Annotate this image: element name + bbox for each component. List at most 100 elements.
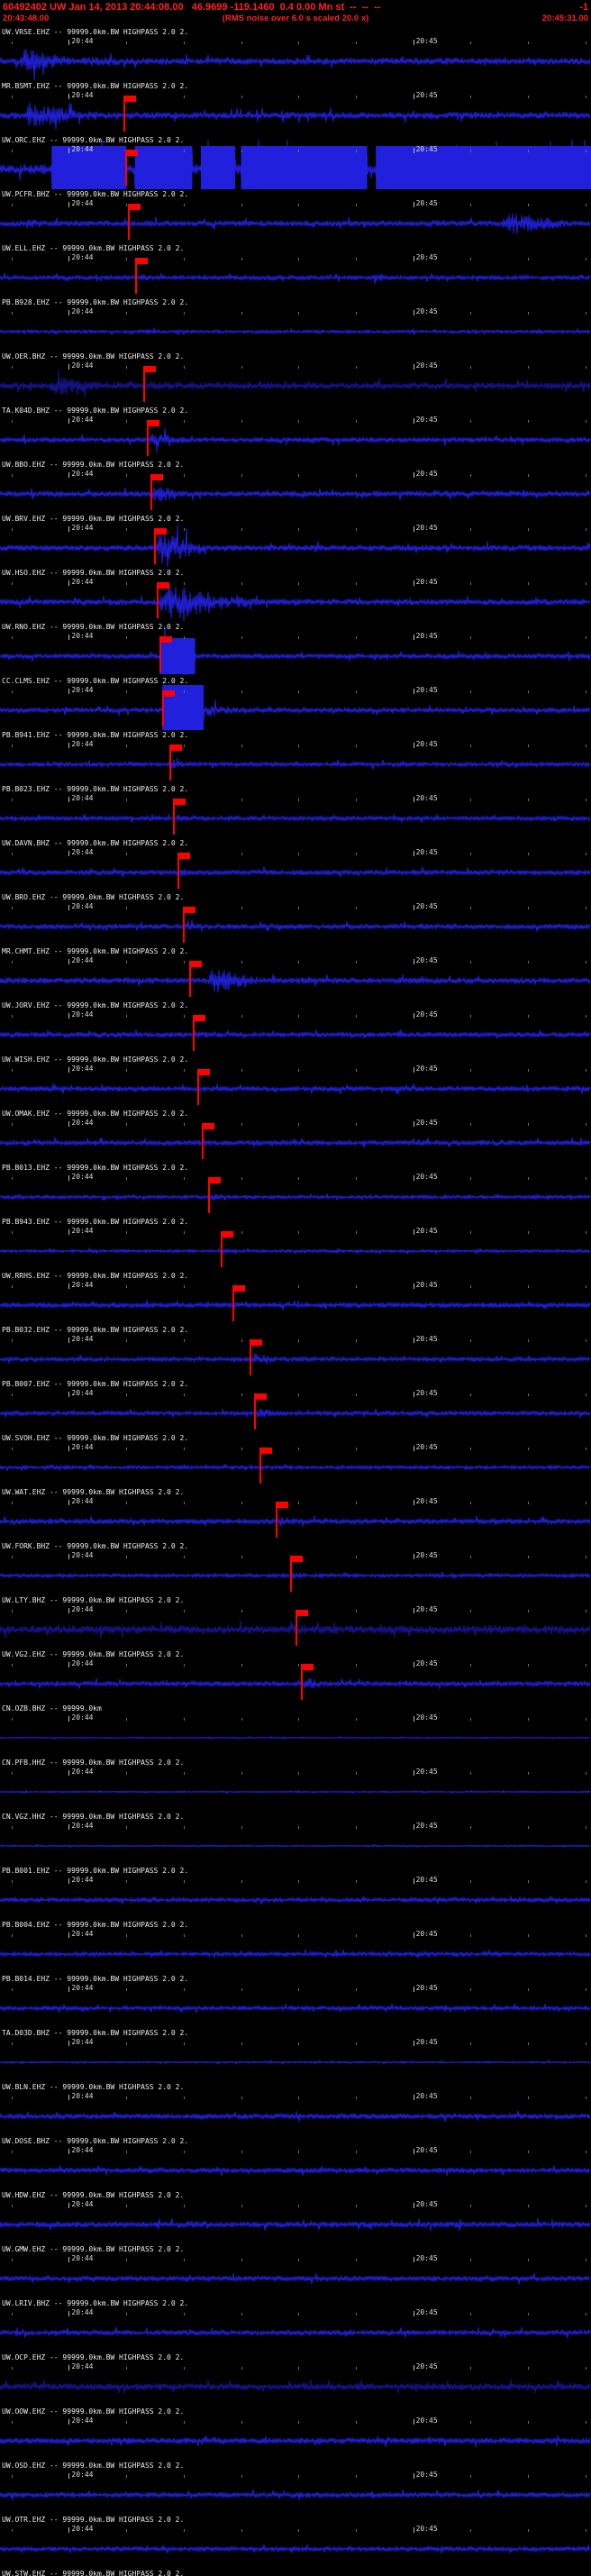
p-pick-marker[interactable] [259, 1448, 272, 1485]
trace-waveform[interactable] [0, 27, 591, 81]
p-pick-marker[interactable] [177, 853, 191, 891]
trace-waveform[interactable] [0, 1649, 591, 1704]
p-pick-marker[interactable] [193, 1015, 205, 1053]
pick-flag[interactable] [223, 1231, 234, 1238]
p-pick-marker[interactable] [124, 150, 138, 187]
p-pick-marker[interactable] [207, 1177, 221, 1215]
trace-waveform[interactable] [0, 1595, 591, 1649]
trace-waveform[interactable] [0, 2461, 591, 2515]
pick-flag[interactable] [195, 1015, 205, 1021]
pick-flag[interactable] [260, 1448, 272, 1454]
trace-waveform[interactable] [0, 135, 591, 189]
trace-waveform[interactable] [0, 2082, 591, 2136]
trace-row[interactable]: 20:44 20:45 UW.OTR.EHZ -- 99999.0km.BW HI… [0, 2515, 591, 2569]
trace-waveform[interactable] [0, 1974, 591, 2028]
pick-flag[interactable] [175, 799, 186, 805]
p-pick-marker[interactable] [254, 1393, 268, 1431]
trace-row[interactable]: 20:44 20:45 UW.RRHS.EHZ -- 99999.0km.BW H… [0, 1271, 591, 1325]
trace-row[interactable]: 20:44 20:45 PB.B013.EHZ -- 99999.0km.BW H… [0, 1163, 591, 1217]
trace-row[interactable]: 20:44 20:45 UW.VG2.EHZ -- 99999.0km.BW HI… [0, 1649, 591, 1704]
trace-waveform[interactable] [0, 622, 591, 676]
p-pick-marker[interactable] [123, 96, 136, 133]
pick-flag[interactable] [124, 96, 136, 102]
trace-waveform[interactable] [0, 1704, 591, 1758]
trace-row[interactable]: 20:44 20:45 UW.BRO.EHZ -- 99999.0km.BW HI… [0, 892, 591, 946]
trace-row[interactable]: 20:44 20:45 PB.B023.EHZ -- 99999.0km.BW H… [0, 784, 591, 838]
trace-row[interactable]: 20:44 20:45 UW.PCFR.BHZ -- 99999.0km.BW H… [0, 189, 591, 243]
trace-waveform[interactable] [0, 1055, 591, 1109]
trace-waveform[interactable] [0, 297, 591, 352]
trace-row[interactable]: 20:44 20:45 PB.B941.EHZ -- 99999.0km.BW H… [0, 730, 591, 784]
trace-row[interactable]: 20:44 20:45 UW.WAT.EHZ -- 99999.0km.BW HI… [0, 1487, 591, 1541]
trace-row[interactable]: 20:44 20:45 UW.JORV.EHZ -- 99999.0km.BW H… [0, 1000, 591, 1055]
pick-flag[interactable] [198, 1069, 210, 1075]
trace-waveform[interactable] [0, 1812, 591, 1866]
pick-flag[interactable] [191, 961, 203, 967]
trace-waveform[interactable] [0, 1000, 591, 1055]
p-pick-marker[interactable] [202, 1123, 215, 1161]
trace-waveform[interactable] [0, 2028, 591, 2082]
trace-row[interactable]: 20:44 20:45 PB.B928.EHZ -- 99999.0km.BW H… [0, 297, 591, 352]
trace-row[interactable]: 20:44 20:45 UW.OMAK.EHZ -- 99999.0km.BW H… [0, 1109, 591, 1163]
trace-waveform[interactable] [0, 2407, 591, 2461]
trace-waveform[interactable] [0, 1163, 591, 1217]
p-pick-marker[interactable] [150, 474, 163, 512]
trace-waveform[interactable] [0, 2244, 591, 2298]
trace-row[interactable]: 20:44 20:45 UW.ORC.EHZ -- 99999.0km.BW HI… [0, 135, 591, 189]
p-pick-marker[interactable] [221, 1231, 234, 1269]
trace-row[interactable]: 20:44 20:45 UW.GMW.EHZ -- 99999.0km.BW HI… [0, 2244, 591, 2298]
trace-row[interactable]: 20:44 20:45 UW.SVOH.EHZ -- 99999.0km.BW H… [0, 1433, 591, 1487]
trace-row[interactable]: 20:44 20:45 MR.CHMT.EHZ -- 99999.0km.BW H… [0, 946, 591, 1000]
trace-row[interactable]: 20:44 20:45 UW.OOW.EHZ -- 99999.0km.BW HI… [0, 2407, 591, 2461]
trace-waveform[interactable] [0, 189, 591, 243]
trace-waveform[interactable] [0, 406, 591, 460]
p-pick-marker[interactable] [128, 204, 141, 242]
trace-row[interactable]: 20:44 20:45 MR.BSMT.EHZ -- 99999.0km.BW H… [0, 81, 591, 135]
trace-waveform[interactable] [0, 730, 591, 784]
trace-row[interactable]: 20:44 20:45 CN.VGZ.HHZ -- 99999.0km.BW HI… [0, 1812, 591, 1866]
pick-flag[interactable] [204, 1123, 215, 1129]
p-pick-marker[interactable] [159, 636, 173, 674]
trace-row[interactable]: 20:44 20:45 UW.LTY.BHZ -- 99999.0km.BW HI… [0, 1595, 591, 1649]
pick-flag[interactable] [126, 150, 138, 156]
trace-row[interactable]: 20:44 20:45 PB.B943.EHZ -- 99999.0km.BW H… [0, 1217, 591, 1271]
pick-flag[interactable] [130, 204, 141, 210]
p-pick-marker[interactable] [162, 690, 176, 728]
pick-flag[interactable] [256, 1393, 268, 1400]
trace-waveform[interactable] [0, 1487, 591, 1541]
trace-waveform[interactable] [0, 352, 591, 406]
trace-row[interactable]: 20:44 20:45 UW.HSO.EHZ -- 99999.0km.BW HI… [0, 568, 591, 622]
trace-row[interactable]: 20:44 20:45 TA.D03D.BHZ -- 99999.0km.BW H… [0, 2028, 591, 2082]
trace-waveform[interactable] [0, 81, 591, 135]
trace-waveform[interactable] [0, 892, 591, 946]
p-pick-marker[interactable] [296, 1610, 308, 1648]
trace-row[interactable]: 20:44 20:45 UW.RNO.EHZ -- 99999.0km.BW HI… [0, 622, 591, 676]
trace-row[interactable]: 20:44 20:45 UW.BRV.EHZ -- 99999.0km.BW HI… [0, 514, 591, 568]
pick-flag[interactable] [158, 582, 169, 589]
p-pick-marker[interactable] [250, 1339, 262, 1377]
trace-waveform[interactable] [0, 460, 591, 514]
trace-row[interactable]: 20:44 20:45 CN.OZB.BHZ -- 99999.0km [0, 1704, 591, 1758]
pick-flag[interactable] [136, 258, 148, 264]
p-pick-marker[interactable] [173, 799, 186, 836]
p-pick-marker[interactable] [147, 420, 159, 458]
trace-row[interactable]: 20:44 20:45 UW.OER.BHZ -- 99999.0km.BW HI… [0, 352, 591, 406]
trace-waveform[interactable] [0, 1758, 591, 1812]
p-pick-marker[interactable] [182, 907, 195, 945]
pick-flag[interactable] [277, 1502, 288, 1508]
trace-waveform[interactable] [0, 838, 591, 892]
trace-waveform[interactable] [0, 1433, 591, 1487]
trace-waveform[interactable] [0, 1541, 591, 1595]
pick-flag[interactable] [251, 1339, 262, 1346]
trace-waveform[interactable] [0, 946, 591, 1000]
trace-row[interactable]: 20:44 20:45 TA.K04D.BHZ -- 99999.0km.BW H… [0, 406, 591, 460]
trace-waveform[interactable] [0, 2190, 591, 2244]
trace-waveform[interactable] [0, 1109, 591, 1163]
p-pick-marker[interactable] [301, 1664, 314, 1702]
trace-waveform[interactable] [0, 2136, 591, 2190]
trace-row[interactable]: 20:44 20:45 UW.WISH.EHZ -- 99999.0km.BW H… [0, 1055, 591, 1109]
trace-row[interactable]: 20:44 20:45 UW.OSD.EHZ -- 99999.0km.BW HI… [0, 2461, 591, 2515]
trace-waveform[interactable] [0, 514, 591, 568]
p-pick-marker[interactable] [168, 744, 182, 782]
